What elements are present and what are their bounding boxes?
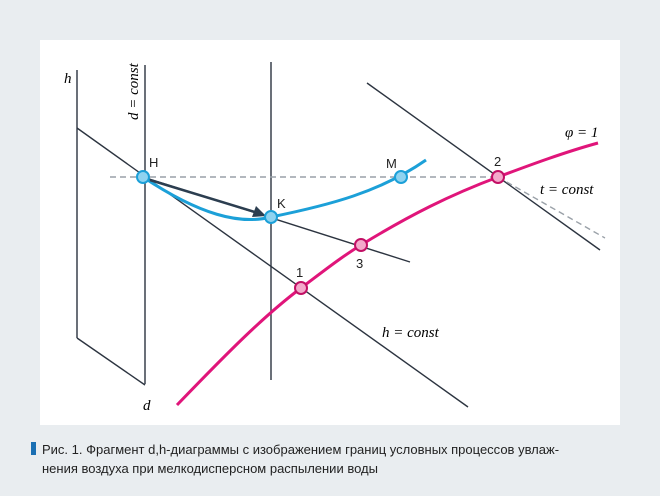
label: d = const bbox=[126, 62, 142, 120]
label: h bbox=[64, 71, 72, 87]
label: 2 bbox=[494, 154, 501, 169]
panel bbox=[40, 40, 620, 425]
caption-marker bbox=[31, 442, 36, 455]
point-2 bbox=[491, 170, 505, 184]
h-const-line-upper bbox=[366, 82, 601, 251]
label: M bbox=[386, 156, 397, 171]
arrow-head bbox=[252, 206, 266, 217]
label: h = const bbox=[382, 325, 440, 341]
point-3 bbox=[354, 238, 368, 252]
label: t = const bbox=[540, 182, 594, 198]
label: 1 bbox=[296, 265, 303, 280]
point-1 bbox=[294, 281, 308, 295]
label: K bbox=[277, 196, 286, 211]
diagram: h d = const d H K M 2 1 3 φ = 1 t = cons… bbox=[64, 62, 606, 414]
label: H bbox=[149, 155, 158, 170]
point-h bbox=[136, 170, 150, 184]
label: d bbox=[143, 398, 151, 414]
t-const-extension bbox=[497, 176, 606, 239]
d-axis bbox=[76, 337, 146, 386]
label: φ = 1 bbox=[565, 125, 598, 141]
caption: нения воздуха при мелкодисперсном распыл… bbox=[42, 461, 378, 476]
label: 3 bbox=[356, 256, 363, 271]
arrow-shaft bbox=[149, 178, 259, 215]
caption: Рис. 1. Фрагмент d,h-диаграммы с изображ… bbox=[42, 442, 559, 457]
point-k bbox=[264, 210, 278, 224]
point-m bbox=[394, 170, 408, 184]
